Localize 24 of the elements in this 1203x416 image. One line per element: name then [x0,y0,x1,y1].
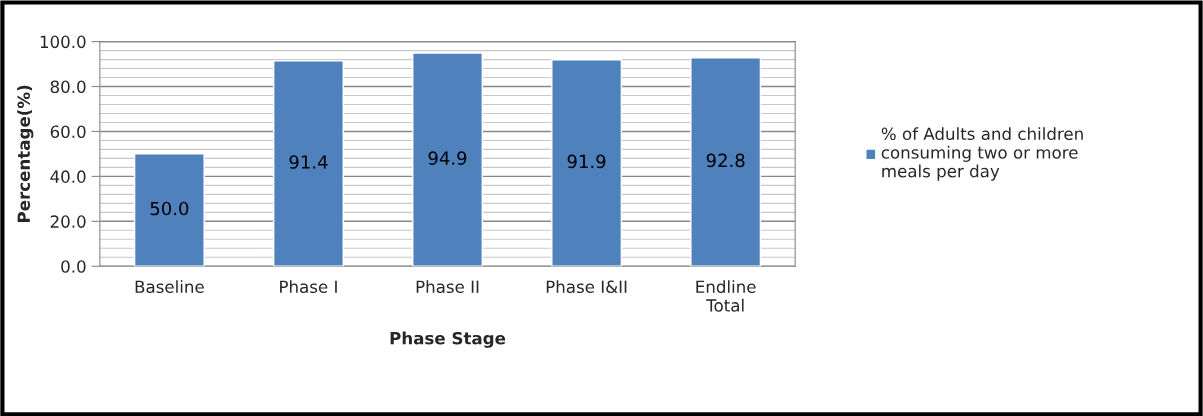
x-tick-label: Phase I [280,280,337,294]
data-label: 92.8 [706,153,745,168]
bar [272,60,344,267]
bar [133,153,205,267]
x-axis-title: Phase Stage [390,331,506,348]
y-tick-label: 40.0 [50,170,86,183]
y-axis-title: Percentage(%) [17,85,34,222]
x-tick-label: Endline Total [696,280,756,312]
x-tick-label: Phase I&II [546,280,627,294]
y-tick-label: 100.0 [40,35,86,49]
legend-label: % of Adults and children consuming two or more meals per day [881,127,1083,181]
data-label: 91.4 [289,155,328,169]
x-tick-label: Phase II [416,280,479,294]
y-tick-label: 80.0 [50,80,86,94]
bar [551,59,623,267]
y-tick-label: 60.0 [50,125,86,139]
data-label: 50.0 [150,201,189,216]
data-label: 94.9 [428,151,467,165]
bar [412,52,483,267]
y-tick-label: 0.0 [61,260,86,273]
y-tick-label: 20.0 [50,215,86,228]
x-tick-label: Baseline [135,280,204,294]
data-label: 91.9 [567,154,606,169]
bar [690,57,762,267]
